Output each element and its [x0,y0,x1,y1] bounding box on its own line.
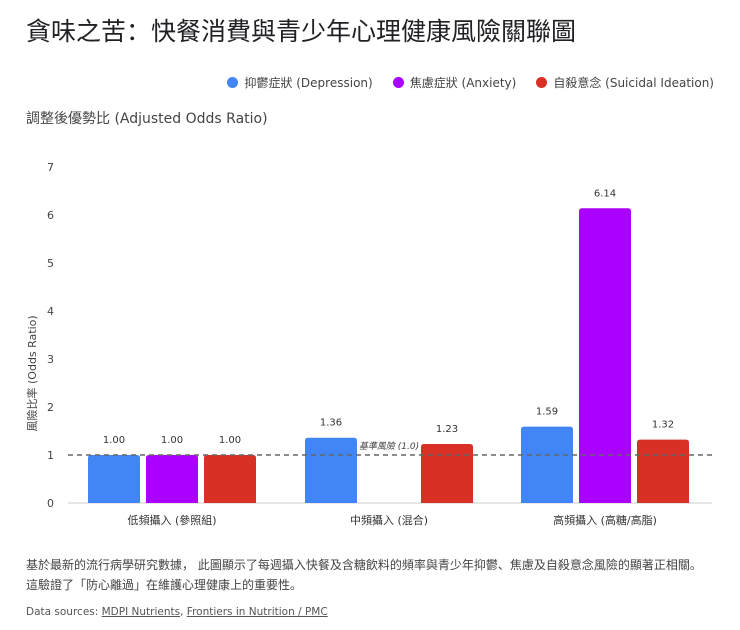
reference-line-label: 基準風險 (1.0) [359,441,419,452]
source-link-mdpi[interactable]: MDPI Nutrients [101,606,181,618]
legend-swatch [536,77,548,88]
legend-label: 焦慮症狀 (Anxiety) [409,76,517,90]
bar [88,455,140,503]
y-tick-label: 7 [47,161,54,174]
bar-chart: 0 1 2 3 4 5 6 7 風險比率 (Odds Ratio) 低頻攝入 (參照組) 1.00 1… [25,161,712,527]
description-line: 基於最新的流行病學研究數據， 此圖顯示了每週攝入快餐及含糖飲料的頻率與青少年抑鬱… [26,558,702,572]
page-title: 貪味之苦：快餐消費與青少年心理健康風險關聯圖 [26,17,577,46]
bar [521,426,573,503]
data-label: 1.00 [161,435,183,446]
x-tick-label: 低頻攝入 (參照組) [127,513,216,527]
bar [146,455,198,503]
legend-label: 抑鬱症狀 (Depression) [244,76,373,90]
legend: 抑鬱症狀 (Depression) 焦慮症狀 (Anxiety) 自殺意念 (S… [227,74,714,91]
y-tick-label: 2 [47,401,54,414]
data-label: 1.59 [536,407,558,418]
data-label: 6.14 [594,188,616,199]
y-tick-label: 4 [47,305,54,318]
bar [421,443,473,503]
description-line: 這驗證了「防心離過」在維護心理健康上的重要性。 [26,578,303,592]
bar [204,455,256,503]
description: 基於最新的流行病學研究數據， 此圖顯示了每週攝入快餐及含糖飲料的頻率與青少年抑鬱… [26,555,726,595]
y-tick-label: 6 [47,209,54,222]
data-label: 1.23 [436,424,458,435]
y-tick-label: 3 [47,353,54,366]
legend-swatch [392,77,404,88]
x-tick-label: 中頻攝入 (混合) [350,513,428,527]
legend-item-suicidal[interactable]: 自殺意念 (Suicidal Ideation) [536,74,714,91]
data-sources: Data sources: MDPI Nutrients, Frontiers … [26,606,328,618]
y-tick-label: 1 [47,449,54,462]
source-link-frontiers[interactable]: Frontiers in Nutrition / PMC [186,606,328,618]
y-tick-label: 5 [47,257,54,270]
bar [579,208,631,503]
bar [637,439,689,503]
sources-label: Data sources: [26,606,102,618]
bar [305,437,357,503]
legend-item-depression[interactable]: 抑鬱症狀 (Depression) [227,74,373,91]
legend-label: 自殺意念 (Suicidal Ideation) [553,76,714,90]
data-label: 1.00 [219,435,241,446]
x-tick-label: 高頻攝入 (高糖/高脂) [553,513,657,527]
data-label: 1.36 [320,418,342,429]
y-tick-label: 0 [47,497,54,510]
y-axis-label: 風險比率 (Odds Ratio) [25,315,39,431]
data-label: 1.32 [652,420,674,431]
data-label: 1.00 [103,435,125,446]
legend-item-anxiety[interactable]: 焦慮症狀 (Anxiety) [392,74,517,91]
legend-swatch [227,77,239,88]
chart-subtitle: 調整後優勢比 (Adjusted Odds Ratio) [26,111,268,127]
